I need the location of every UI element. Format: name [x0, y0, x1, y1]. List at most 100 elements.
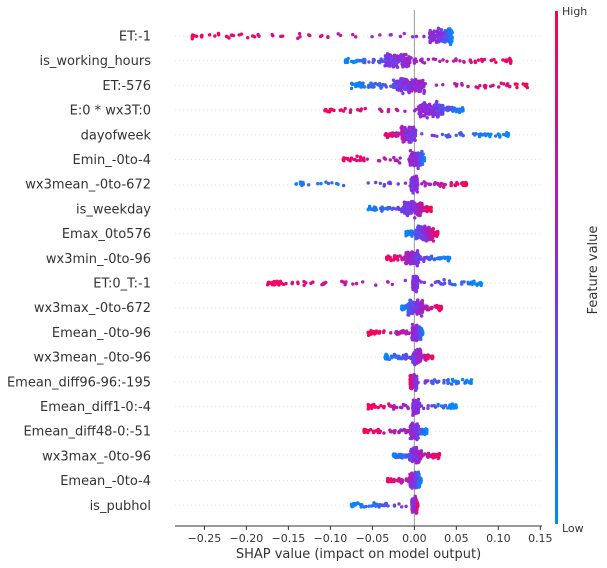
shap-point: [415, 456, 419, 461]
shap-point: [377, 159, 382, 163]
shap-point: [366, 405, 371, 409]
feature-label: Emean_-0to-96: [52, 326, 151, 341]
shap-point: [403, 128, 407, 132]
shap-point: [394, 134, 398, 138]
shap-point: [481, 133, 485, 137]
shap-point: [351, 282, 355, 286]
shap-point: [376, 427, 380, 432]
shap-point: [398, 405, 403, 410]
shap-point: [435, 109, 439, 113]
shap-point: [430, 379, 434, 383]
shap-point: [447, 381, 451, 385]
shap-point: [444, 133, 448, 138]
shap-point: [403, 109, 407, 114]
shap-point: [414, 153, 418, 158]
shap-point: [302, 283, 306, 287]
shap-point: [445, 29, 449, 33]
shap-point: [447, 107, 451, 111]
shap-point: [270, 32, 274, 37]
shap-point: [415, 207, 419, 211]
shap-point: [410, 184, 414, 189]
shap-point: [454, 133, 458, 138]
shap-point: [413, 405, 418, 409]
shap-point: [396, 58, 401, 62]
shap-point: [454, 58, 458, 62]
feature-label: wx3max_-0to-96: [42, 449, 151, 464]
shap-point: [402, 31, 406, 36]
shap-point: [416, 166, 420, 171]
shap-point: [418, 456, 422, 460]
shap-point: [442, 278, 446, 282]
shap-point: [442, 182, 446, 187]
shap-point: [405, 62, 409, 66]
shap-point: [482, 57, 487, 62]
shap-point: [375, 503, 380, 507]
shap-point: [433, 405, 438, 409]
shap-point: [441, 82, 445, 87]
feature-label: ET:-576: [102, 79, 151, 94]
shap-point: [447, 279, 452, 283]
shap-point: [374, 283, 378, 287]
shap-point: [462, 60, 466, 64]
shap-point: [389, 331, 393, 335]
shap-point: [413, 310, 418, 314]
shap-point: [437, 32, 442, 37]
shap-point: [366, 181, 370, 185]
shap-point: [432, 112, 436, 117]
shap-point: [433, 304, 437, 308]
shap-point: [409, 483, 414, 487]
shap-point: [190, 34, 194, 38]
shap-point: [411, 135, 416, 139]
shap-point: [399, 455, 403, 460]
shap-point: [355, 82, 360, 86]
feature-label: Emean_diff48-0:-51: [23, 425, 151, 440]
shap-point: [415, 282, 420, 286]
shap-point: [474, 85, 478, 89]
shap-point: [426, 453, 430, 458]
shap-point: [384, 355, 388, 359]
shap-point: [395, 87, 399, 92]
shap-point: [445, 255, 449, 260]
shap-point: [467, 380, 471, 385]
shap-point: [396, 455, 400, 460]
shap-point: [399, 126, 403, 130]
shap-point: [360, 503, 364, 508]
shap-point: [405, 429, 410, 433]
shap-point: [439, 404, 444, 408]
shap-point: [343, 59, 348, 63]
shap-point: [473, 59, 477, 63]
shap-point: [379, 58, 383, 62]
shap-point: [370, 403, 374, 408]
shap-point: [411, 284, 415, 289]
feature-label: Emax_0to576: [62, 227, 151, 242]
shap-point: [445, 59, 449, 63]
shap-point: [246, 36, 250, 40]
colorbar: [555, 11, 558, 524]
feature-label: Emean_diff96-96:-195: [7, 375, 151, 390]
shap-point: [421, 406, 426, 411]
shap-point: [411, 181, 415, 186]
shap-point: [396, 479, 400, 483]
x-tick-label: −0.20: [230, 532, 264, 545]
shap-point: [372, 205, 377, 209]
shap-point: [302, 279, 306, 284]
shap-point: [472, 281, 477, 286]
shap-point: [428, 306, 432, 310]
shap-point: [415, 254, 420, 258]
shap-point: [431, 38, 435, 42]
shap-point: [412, 358, 417, 362]
shap-point: [415, 210, 419, 214]
shap-point: [402, 205, 407, 209]
shap-point: [336, 182, 340, 186]
shap-point: [412, 58, 416, 62]
feature-label: Emean_diff1-0:-4: [40, 400, 151, 415]
shap-point: [190, 37, 194, 41]
shap-point: [422, 257, 426, 262]
shap-point: [332, 108, 336, 113]
shap-point: [340, 279, 344, 284]
shap-point: [381, 82, 385, 87]
shap-point: [403, 80, 408, 85]
feature-label: is_pubhol: [90, 499, 151, 514]
shap-point: [457, 131, 462, 136]
shap-point: [418, 158, 422, 162]
